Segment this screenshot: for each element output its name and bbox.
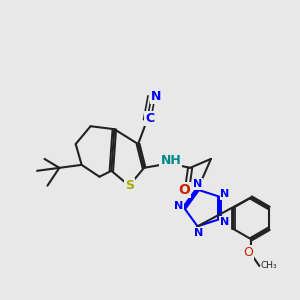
Text: N: N [220,189,230,199]
Text: N: N [194,228,204,238]
Text: O: O [178,183,190,197]
Text: NH: NH [160,154,181,167]
Text: N: N [174,202,183,212]
Text: N: N [151,90,161,103]
Text: CH₃: CH₃ [261,261,278,270]
Text: O: O [243,246,253,259]
Text: C: C [146,112,154,125]
Text: N: N [193,178,202,189]
Text: N: N [220,217,229,227]
Text: S: S [125,179,134,192]
